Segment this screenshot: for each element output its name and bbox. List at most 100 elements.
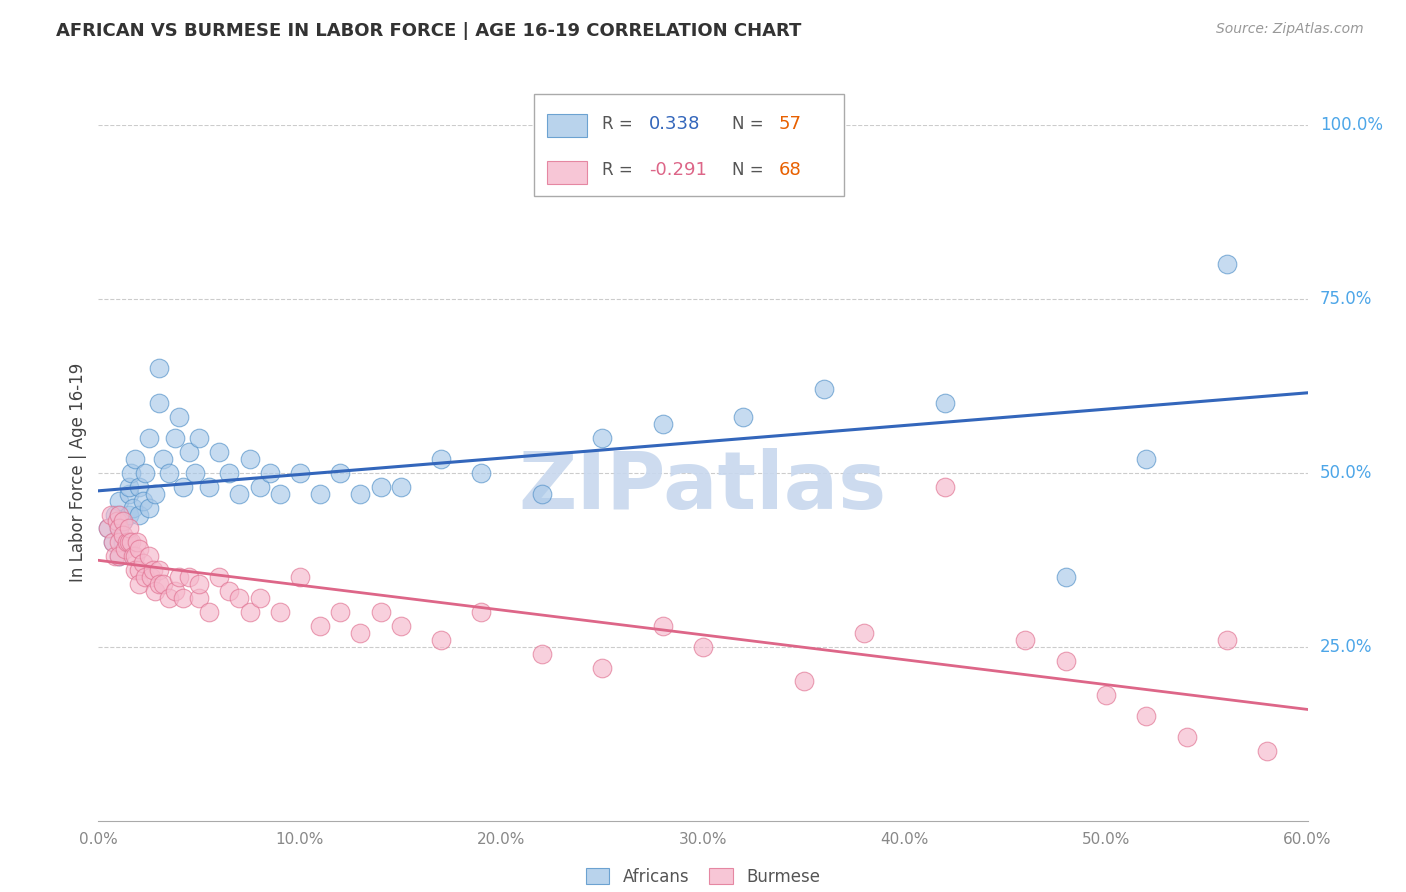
Point xyxy=(218,466,240,480)
Point xyxy=(128,577,150,591)
Point xyxy=(118,480,141,494)
Point xyxy=(148,396,170,410)
Point xyxy=(118,508,141,522)
Point xyxy=(157,591,180,605)
Point xyxy=(107,521,129,535)
Point xyxy=(138,431,160,445)
Text: 100.0%: 100.0% xyxy=(1320,116,1382,134)
Point xyxy=(152,577,174,591)
Point xyxy=(1135,451,1157,466)
Point xyxy=(470,466,492,480)
Text: -0.291: -0.291 xyxy=(648,161,707,178)
Point xyxy=(269,486,291,500)
Point xyxy=(148,563,170,577)
Point xyxy=(651,417,673,431)
Point xyxy=(103,508,125,522)
Point xyxy=(370,605,392,619)
Point xyxy=(259,466,281,480)
Point xyxy=(107,493,129,508)
Point xyxy=(114,542,136,557)
Point xyxy=(118,521,141,535)
Bar xyxy=(547,161,586,184)
Point xyxy=(121,549,143,564)
Point xyxy=(97,521,120,535)
Point xyxy=(134,570,156,584)
Text: R =: R = xyxy=(602,115,633,134)
Point xyxy=(188,577,211,591)
Text: R =: R = xyxy=(602,161,633,178)
Point xyxy=(1014,632,1036,647)
Point xyxy=(139,570,162,584)
Point xyxy=(1216,257,1239,271)
Y-axis label: In Labor Force | Age 16-19: In Labor Force | Age 16-19 xyxy=(69,363,87,582)
Point xyxy=(134,466,156,480)
Point xyxy=(389,619,412,633)
Point xyxy=(125,535,148,549)
Point xyxy=(111,528,134,542)
Point xyxy=(111,515,134,529)
Point xyxy=(218,584,240,599)
Point xyxy=(249,591,271,605)
Point xyxy=(124,563,146,577)
Point xyxy=(100,508,122,522)
Point xyxy=(132,493,155,508)
Point xyxy=(97,521,120,535)
Point xyxy=(138,549,160,564)
Point xyxy=(530,486,553,500)
Point xyxy=(208,445,231,459)
Point xyxy=(163,431,186,445)
Text: 50.0%: 50.0% xyxy=(1320,464,1372,482)
Point xyxy=(184,466,207,480)
Point xyxy=(188,591,211,605)
Point xyxy=(157,466,180,480)
Point xyxy=(152,451,174,466)
Point xyxy=(813,382,835,396)
Point xyxy=(370,480,392,494)
Point xyxy=(124,549,146,564)
Bar xyxy=(547,114,586,136)
Point xyxy=(349,486,371,500)
Point xyxy=(107,508,129,522)
Point xyxy=(329,466,352,480)
Point xyxy=(188,431,211,445)
Point xyxy=(530,647,553,661)
Point xyxy=(239,451,262,466)
Point xyxy=(101,535,124,549)
Point xyxy=(1054,654,1077,668)
Legend: Africans, Burmese: Africans, Burmese xyxy=(579,861,827,892)
Text: 68: 68 xyxy=(779,161,801,178)
Point xyxy=(249,480,271,494)
Text: N =: N = xyxy=(733,115,763,134)
Point xyxy=(1256,744,1278,758)
Point xyxy=(115,535,138,549)
Point xyxy=(1135,709,1157,723)
Point xyxy=(148,361,170,376)
Point xyxy=(228,486,250,500)
Point xyxy=(1216,632,1239,647)
Point xyxy=(118,535,141,549)
Point xyxy=(128,563,150,577)
Text: 25.0%: 25.0% xyxy=(1320,638,1372,656)
Point xyxy=(132,556,155,570)
Point xyxy=(288,466,311,480)
Text: 0.338: 0.338 xyxy=(648,115,700,134)
Point xyxy=(1175,730,1198,744)
Point xyxy=(793,674,815,689)
Point xyxy=(128,480,150,494)
Point xyxy=(177,445,201,459)
Point xyxy=(118,486,141,500)
Point xyxy=(349,625,371,640)
Point xyxy=(111,515,134,529)
Point xyxy=(430,451,453,466)
Point xyxy=(105,515,128,529)
Point xyxy=(198,605,221,619)
Text: AFRICAN VS BURMESE IN LABOR FORCE | AGE 16-19 CORRELATION CHART: AFRICAN VS BURMESE IN LABOR FORCE | AGE … xyxy=(56,22,801,40)
Point xyxy=(651,619,673,633)
Point xyxy=(148,577,170,591)
Point xyxy=(239,605,262,619)
Point xyxy=(1095,689,1118,703)
Text: N =: N = xyxy=(733,161,763,178)
Point xyxy=(309,486,332,500)
Point xyxy=(128,542,150,557)
Text: 75.0%: 75.0% xyxy=(1320,290,1372,308)
